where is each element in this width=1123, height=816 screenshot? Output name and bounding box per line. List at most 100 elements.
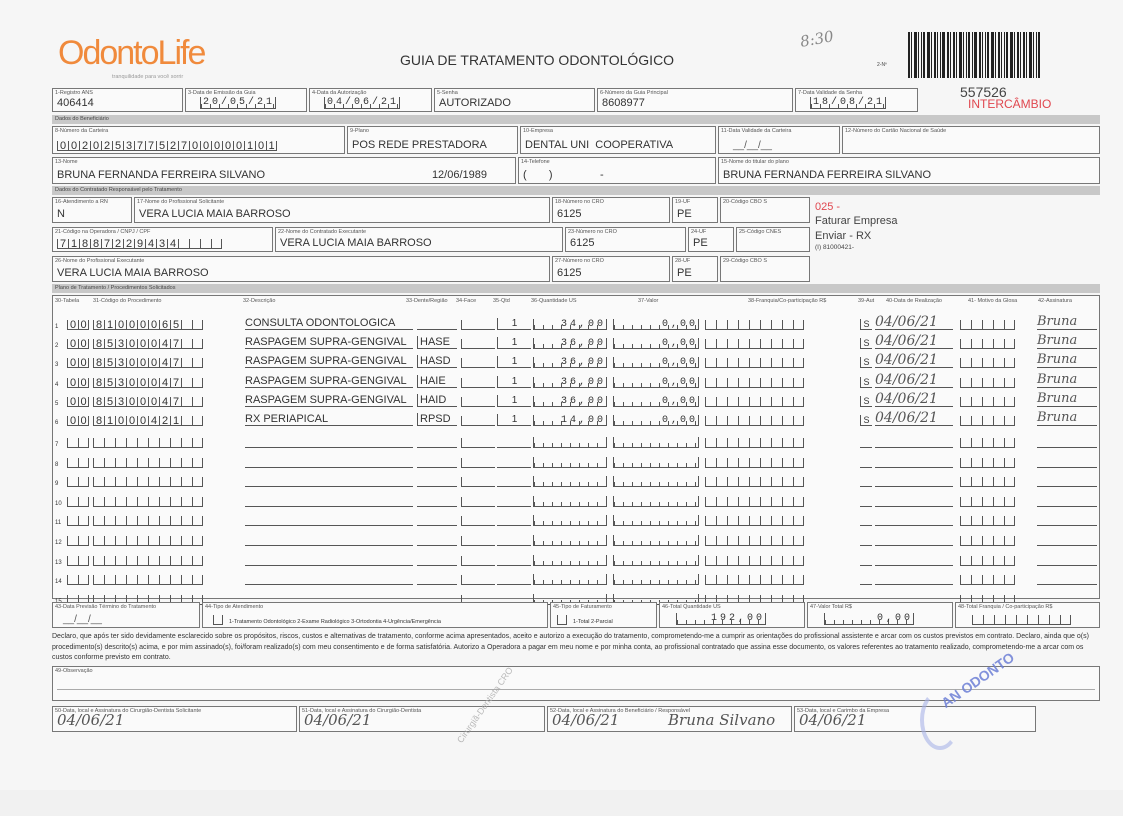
digit-cell: 0 xyxy=(126,320,137,331)
digit-cell xyxy=(1004,477,1015,488)
codigo-cells xyxy=(93,438,203,448)
field-observacao[interactable]: 49-Observação xyxy=(52,666,1100,701)
digit-cell xyxy=(705,575,716,586)
procedure-row[interactable]: 10 xyxy=(55,491,1100,507)
value: BRUNA FERNANDA FERREIRA SILVANO xyxy=(723,169,932,181)
procedure-row[interactable]: 1 0 0 8 1 0 0 0 0 6 5 CONSULTA ODONTOLOGICA 1 34,00 0,… xyxy=(55,314,1100,331)
tipo-atendimento-input[interactable] xyxy=(213,615,223,625)
digit-cell xyxy=(192,496,203,507)
digit-cell xyxy=(738,457,749,468)
digit-cell xyxy=(78,536,89,546)
procedure-row[interactable]: 3 0 0 8 5 3 0 0 0 4 7 RASPAGEM SUPRA-GENGIVAL HASD 1 3… xyxy=(55,352,1100,369)
procedures-table: 30-Tabela 31-Código do Procedimento 32-Des… xyxy=(52,295,1100,605)
digit-cell xyxy=(749,575,760,586)
digit-cell xyxy=(170,575,181,586)
label: 18-Número no CRO xyxy=(555,199,604,205)
procedure-row[interactable]: 5 0 0 8 5 3 0 0 0 4 7 RASPAGEM SUPRA-GENGIVAL HAID 1 3… xyxy=(55,391,1100,407)
digit-cell: 0 xyxy=(148,320,159,331)
row-number: 5 xyxy=(55,400,59,407)
valor xyxy=(613,535,699,546)
digit-cell xyxy=(960,358,971,369)
digit-cell xyxy=(960,339,971,350)
digit-cell xyxy=(115,457,126,468)
digit-cell xyxy=(771,536,782,546)
digit-cell xyxy=(181,438,192,448)
digit-cell xyxy=(749,416,760,426)
digit-cell xyxy=(771,416,782,426)
franquia-cells xyxy=(705,438,804,448)
digit-cell xyxy=(738,339,749,350)
digit-cell: 4 xyxy=(145,239,156,250)
label: 46-Total Quantidade US xyxy=(662,604,721,610)
digit-cell xyxy=(192,536,203,546)
digit-cell xyxy=(115,477,126,488)
label: 28-UF xyxy=(675,258,691,264)
options: 1-Total 2-Parcial xyxy=(573,619,613,625)
procedure-row[interactable]: 8 xyxy=(55,452,1100,468)
procedure-row[interactable]: 9 xyxy=(55,471,1100,488)
digit-cell xyxy=(705,377,716,388)
label: 44-Tipo de Atendimento xyxy=(205,604,264,610)
quantidade-us xyxy=(533,515,607,527)
digit-cell: 0 xyxy=(126,377,137,388)
label: 27-Número no CRO xyxy=(555,258,604,264)
descricao: RASPAGEM SUPRA-GENGIVAL xyxy=(245,355,413,369)
procedure-row[interactable]: 4 0 0 8 5 3 0 0 0 4 7 RASPAGEM SUPRA-GENGIVAL HAIE 1 3… xyxy=(55,372,1100,388)
digit-cell xyxy=(738,416,749,426)
procedure-row[interactable]: 13 xyxy=(55,550,1100,566)
digit-cell xyxy=(760,377,771,388)
field-assinatura-dentista: 51-Data, local e Assinatura do Cirurgião… xyxy=(299,706,545,732)
quantidade-us xyxy=(533,476,607,488)
digit-cell xyxy=(982,516,993,527)
barcode-bar xyxy=(1033,32,1034,78)
digit-cell xyxy=(793,555,804,566)
procedure-row[interactable]: 7 xyxy=(55,432,1100,448)
digit-cell xyxy=(148,438,159,448)
barcode-bar xyxy=(953,32,955,78)
row-number: 13 xyxy=(55,559,62,566)
face xyxy=(461,457,495,468)
digit-cell xyxy=(749,477,760,488)
digit-cell xyxy=(93,555,104,566)
digit-cell xyxy=(960,536,971,546)
digit-cell xyxy=(181,320,192,330)
barcode-bar xyxy=(918,32,919,78)
face xyxy=(461,358,495,369)
digit-cell xyxy=(67,536,78,546)
label: 43-Data Previsão Término do Tratamento xyxy=(55,604,157,610)
codigo-cells xyxy=(93,575,203,586)
value xyxy=(972,615,1071,625)
procedure-row[interactable]: 11 xyxy=(55,510,1100,527)
digit-cell: 5 xyxy=(104,358,115,369)
valor xyxy=(613,495,699,507)
beneficiary-signature: Bruna Silvano xyxy=(668,711,776,729)
dente-regiao xyxy=(417,584,457,586)
digit-cell xyxy=(971,416,982,426)
digit-cell xyxy=(716,416,727,426)
digit-cell: 0 xyxy=(222,141,233,152)
procedure-row[interactable]: 14 xyxy=(55,569,1100,586)
procedure-row[interactable]: 2 0 0 8 5 3 0 0 0 4 7 RASPAGEM SUPRA-GENGIVAL HASE 1 3… xyxy=(55,333,1100,350)
page-title: GUIA DE TRATAMENTO ODONTOLÓGICO xyxy=(400,52,675,68)
barcode-bar xyxy=(968,32,970,78)
barcode-bar xyxy=(982,32,983,78)
assinatura: Bruna xyxy=(1037,334,1097,350)
digit-cell xyxy=(716,438,727,448)
digit-cell xyxy=(971,516,982,527)
digit-cell xyxy=(705,358,716,369)
barcode-bar xyxy=(940,32,941,78)
procedure-row[interactable]: 6 0 0 8 1 0 0 0 4 2 1 RX PERIAPICAL RPSD 1 14,00 0,00 S 0… xyxy=(55,410,1100,427)
digit-cell xyxy=(137,575,148,586)
procedure-row[interactable]: 12 xyxy=(55,530,1100,546)
motivo-glosa-cells xyxy=(960,358,1015,369)
digit-cell xyxy=(993,457,1004,468)
digit-cell xyxy=(716,320,727,330)
value: AUTORIZADO xyxy=(439,97,511,109)
digit-cell xyxy=(782,396,793,407)
digit-cell xyxy=(78,555,89,566)
digit-cell xyxy=(749,339,760,350)
tipo-faturamento-input[interactable] xyxy=(557,615,567,625)
